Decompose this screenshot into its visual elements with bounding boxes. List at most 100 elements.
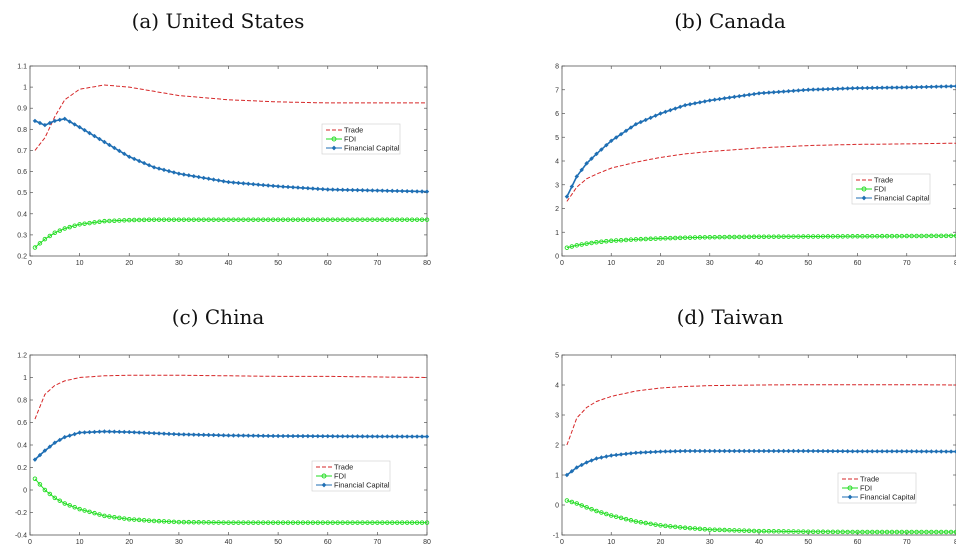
data-point-financial-capital [419,189,425,194]
data-point-fdi [870,529,875,535]
data-point-fdi [810,234,816,239]
x-tick-label: 10 [76,539,84,544]
data-point-fdi [623,237,629,243]
x-tick-label: 60 [854,260,862,267]
data-point-fdi [201,520,206,525]
data-point-fdi [938,529,944,535]
data-point-financial-capital [904,85,909,90]
data-point-financial-capital [599,147,604,152]
data-point-fdi [146,518,152,523]
data-point-fdi [919,233,924,239]
data-point-financial-capital [781,448,786,454]
data-point-fdi [161,519,167,524]
data-point-financial-capital [186,432,191,437]
data-point-financial-capital [569,184,575,189]
data-point-fdi [107,218,112,224]
data-point-fdi [687,525,693,531]
data-point-financial-capital [127,429,132,435]
data-point-financial-capital [628,125,634,130]
legend-label-financial-capital: Financial Capital [874,194,930,203]
y-tick-label: 0.8 [17,398,27,405]
data-point-financial-capital [280,184,286,189]
data-point-fdi [609,238,614,244]
data-point-fdi [870,233,875,239]
data-point-fdi [668,235,673,241]
data-point-fdi [771,529,777,534]
data-point-fdi [820,529,826,535]
legend-label-financial-capital: Financial Capital [344,144,400,153]
data-point-financial-capital [181,172,187,177]
data-point-financial-capital [894,85,900,90]
data-point-financial-capital [201,432,206,438]
data-point-financial-capital [236,433,241,438]
data-point-financial-capital [604,454,609,459]
data-point-fdi [884,529,890,535]
data-point-fdi [924,233,929,239]
data-point-financial-capital [633,121,639,127]
data-point-financial-capital [899,85,905,90]
data-point-financial-capital [181,432,187,437]
data-point-fdi [815,529,821,535]
data-point-fdi [825,234,831,239]
data-point-financial-capital [776,89,781,95]
data-point-financial-capital [786,88,791,94]
data-point-fdi [315,217,321,222]
data-point-financial-capital [732,94,737,100]
y-tick-label: 0.4 [17,443,27,450]
data-point-financial-capital [604,142,609,148]
data-point-fdi [221,217,226,222]
data-point-fdi [251,217,256,222]
series-line-fdi [34,478,427,524]
data-point-financial-capital [171,431,177,437]
data-point-fdi [186,519,192,525]
chart-panel-4: (d) Taiwan0102030405060708-1012345TradeF… [553,305,956,544]
data-point-financial-capital [855,449,860,454]
data-point-fdi [310,520,316,525]
y-tick-label: 7 [555,87,559,94]
data-point-financial-capital [860,449,865,454]
data-point-financial-capital [97,136,102,142]
data-point-financial-capital [191,432,196,437]
y-tick-label: 2 [555,206,559,213]
legend-marker-fdi [847,485,853,491]
y-tick-label: 3 [555,413,559,420]
data-point-fdi [746,528,752,534]
data-point-fdi [643,520,648,526]
data-point-fdi [206,520,211,525]
data-point-financial-capital [756,91,762,96]
data-point-financial-capital [682,448,688,454]
data-point-fdi [663,236,668,241]
data-point-fdi [156,217,162,222]
data-point-financial-capital [275,433,281,439]
y-tick-label: -1 [553,533,559,540]
data-point-fdi [355,520,360,525]
data-point-financial-capital [414,189,420,194]
data-point-fdi [136,517,142,523]
data-point-financial-capital [692,448,698,454]
data-point-financial-capital [599,455,604,460]
data-point-fdi [409,520,415,525]
data-point-financial-capital [82,127,87,133]
series-line-trade [34,84,427,151]
legend-label-trade: Trade [334,463,353,472]
data-point-fdi [628,518,634,523]
data-point-fdi [569,244,575,249]
data-point-fdi [751,528,757,534]
data-point-fdi [899,529,905,535]
data-point-financial-capital [216,433,221,438]
data-point-financial-capital [806,448,811,454]
data-point-financial-capital [424,189,430,194]
data-point-financial-capital [717,96,722,102]
data-point-fdi [57,228,63,233]
data-point-financial-capital [67,119,72,124]
data-point-financial-capital [845,86,850,91]
data-point-fdi [77,222,82,227]
data-point-financial-capital [62,434,67,440]
data-point-financial-capital [231,180,236,185]
data-point-financial-capital [653,113,658,118]
data-point-fdi [717,234,722,240]
data-point-financial-capital [340,187,345,193]
x-tick-label: 60 [324,260,332,267]
data-point-fdi [953,529,956,535]
